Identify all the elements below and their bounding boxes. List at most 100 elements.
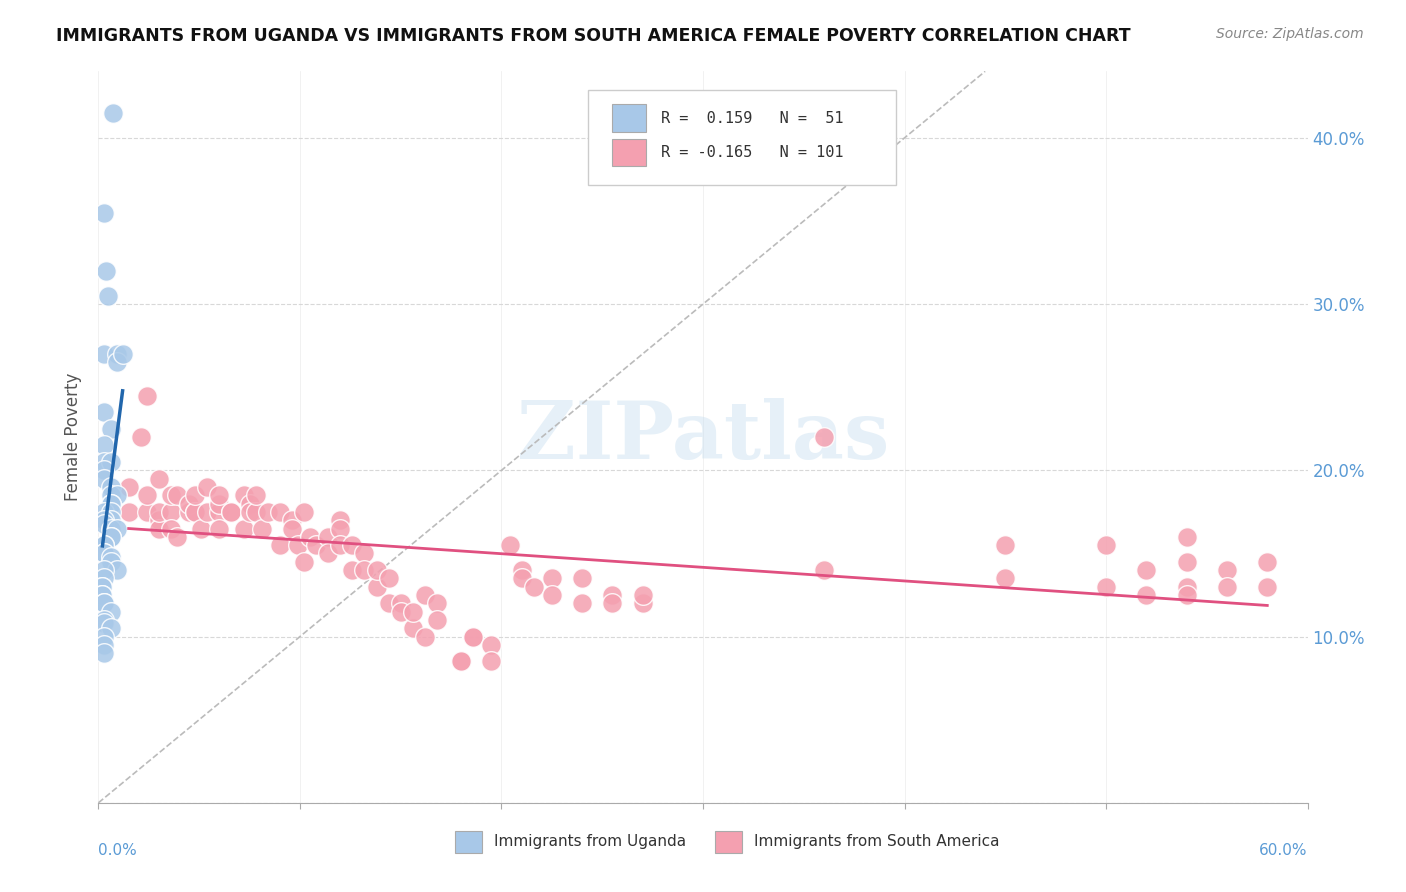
Point xyxy=(342,538,364,552)
Point xyxy=(93,546,115,560)
Point xyxy=(389,596,412,610)
Point xyxy=(377,571,399,585)
Point xyxy=(239,505,262,519)
Point xyxy=(179,505,201,519)
Point xyxy=(118,505,141,519)
Point xyxy=(316,530,339,544)
Point xyxy=(450,655,472,669)
Point xyxy=(93,538,115,552)
Point xyxy=(100,549,122,564)
Point xyxy=(100,513,122,527)
Point xyxy=(631,596,654,610)
Point xyxy=(91,588,114,602)
Point xyxy=(329,538,352,552)
Text: Source: ZipAtlas.com: Source: ZipAtlas.com xyxy=(1216,27,1364,41)
Point xyxy=(93,646,115,660)
Point xyxy=(105,521,128,535)
Point xyxy=(413,588,436,602)
Point xyxy=(269,505,291,519)
Point xyxy=(1256,580,1278,594)
Point xyxy=(129,430,152,444)
Point xyxy=(179,497,201,511)
Point xyxy=(208,521,231,535)
Point xyxy=(1175,588,1198,602)
Text: R =  0.159   N =  51: R = 0.159 N = 51 xyxy=(661,111,844,126)
Point xyxy=(100,605,122,619)
Text: IMMIGRANTS FROM UGANDA VS IMMIGRANTS FROM SOUTH AMERICA FEMALE POVERTY CORRELATI: IMMIGRANTS FROM UGANDA VS IMMIGRANTS FRO… xyxy=(56,27,1130,45)
Point xyxy=(366,563,388,577)
Point xyxy=(571,596,593,610)
Point xyxy=(135,505,157,519)
Point xyxy=(160,521,183,535)
Point xyxy=(1135,563,1157,577)
Point xyxy=(299,530,322,544)
Point xyxy=(93,405,115,419)
Point xyxy=(97,289,120,303)
Point xyxy=(93,347,115,361)
Point xyxy=(510,563,533,577)
Point xyxy=(160,505,183,519)
Point xyxy=(510,571,533,585)
Point xyxy=(316,546,339,560)
Point xyxy=(481,655,503,669)
Point xyxy=(994,538,1017,552)
Point xyxy=(93,613,115,627)
Point xyxy=(292,505,315,519)
Point xyxy=(366,580,388,594)
Point xyxy=(148,521,170,535)
Point xyxy=(93,596,115,610)
Point xyxy=(329,513,352,527)
Point xyxy=(426,613,449,627)
FancyBboxPatch shape xyxy=(588,90,897,185)
Text: 0.0%: 0.0% xyxy=(98,843,138,858)
Point xyxy=(166,488,188,502)
Point xyxy=(91,580,114,594)
Point xyxy=(232,488,254,502)
Point xyxy=(93,516,115,531)
Point xyxy=(96,264,118,278)
Point xyxy=(389,605,412,619)
Point xyxy=(281,513,304,527)
Text: Immigrants from Uganda: Immigrants from Uganda xyxy=(494,834,686,849)
Text: Immigrants from South America: Immigrants from South America xyxy=(754,834,1000,849)
Point xyxy=(540,571,562,585)
Point xyxy=(160,488,183,502)
Point xyxy=(100,530,122,544)
Point xyxy=(1175,530,1198,544)
Point xyxy=(100,497,122,511)
Point xyxy=(250,521,273,535)
Point xyxy=(93,205,115,219)
Point xyxy=(402,621,425,635)
Point xyxy=(602,596,624,610)
Point xyxy=(1135,588,1157,602)
Point xyxy=(135,388,157,402)
Point xyxy=(100,480,122,494)
Text: R = -0.165   N = 101: R = -0.165 N = 101 xyxy=(661,145,844,160)
Point xyxy=(111,347,134,361)
Point xyxy=(100,497,122,511)
Point xyxy=(91,580,114,594)
Text: 60.0%: 60.0% xyxy=(1260,843,1308,858)
Point xyxy=(353,563,375,577)
Point xyxy=(994,571,1017,585)
Point xyxy=(450,655,472,669)
Point xyxy=(281,521,304,535)
Point xyxy=(1175,580,1198,594)
Point xyxy=(93,472,115,486)
Point xyxy=(100,521,122,535)
Point xyxy=(195,505,218,519)
Point xyxy=(105,355,128,369)
FancyBboxPatch shape xyxy=(613,104,647,132)
Point xyxy=(93,563,115,577)
Point xyxy=(1216,563,1239,577)
Point xyxy=(292,555,315,569)
Point xyxy=(184,488,207,502)
Point xyxy=(329,521,352,535)
Point xyxy=(101,106,124,120)
Point xyxy=(813,430,835,444)
Point xyxy=(1095,580,1118,594)
Point xyxy=(208,505,231,519)
Point xyxy=(184,505,207,519)
Point xyxy=(221,505,243,519)
Point xyxy=(377,596,399,610)
